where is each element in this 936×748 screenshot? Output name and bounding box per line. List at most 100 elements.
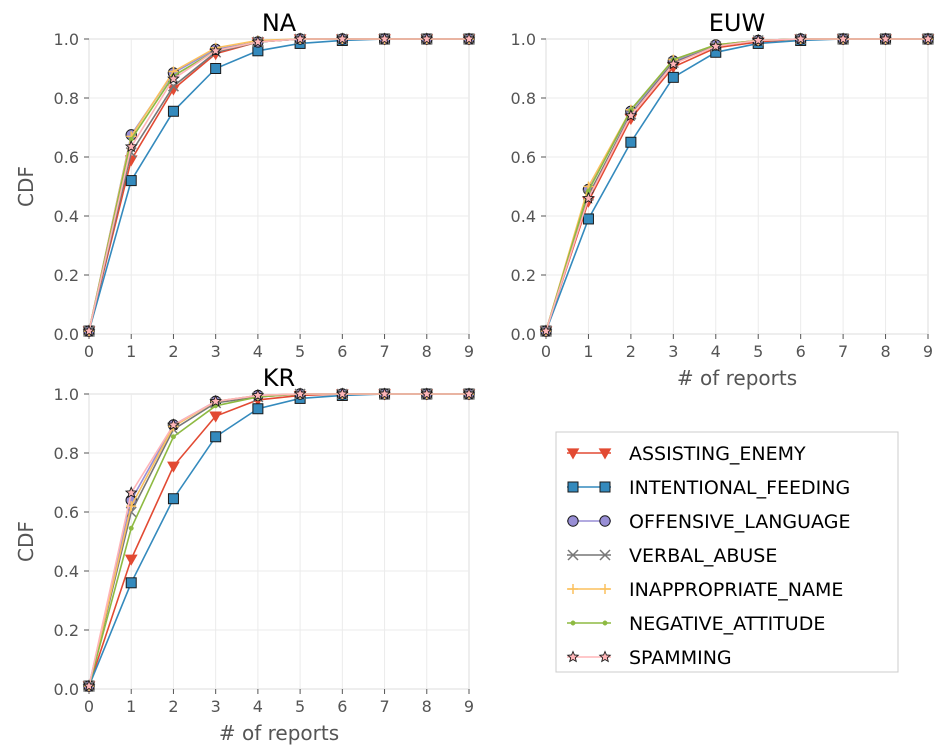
data-point (251, 35, 265, 48)
y-tick-label: 0.6 (54, 503, 79, 522)
x-tick-label: 6 (796, 342, 806, 361)
x-tick-label: 9 (464, 342, 474, 361)
data-point (420, 32, 434, 45)
x-tick-label: 7 (838, 342, 848, 361)
x-tick-label: 0 (84, 342, 94, 361)
x-tick-label: 8 (422, 697, 432, 716)
x-tick-label: 3 (211, 342, 221, 361)
y-tick-label: 0.4 (54, 207, 79, 226)
data-point (209, 394, 223, 407)
legend-entry-assisting-enemy: ASSISTING_ENEMY (566, 443, 806, 465)
y-tick-label: 0.0 (54, 680, 79, 699)
legend-marker-circle-icon (599, 515, 611, 527)
data-point (167, 493, 179, 505)
plot-area (88, 38, 470, 335)
data-point (82, 679, 96, 692)
y-axis-label: CDF (14, 521, 38, 562)
series-spamming (82, 387, 476, 692)
y-tick-label: 0.2 (54, 621, 79, 640)
data-point (125, 577, 137, 589)
legend-marker-circle-icon (567, 515, 579, 527)
x-tick-label: 1 (126, 697, 136, 716)
data-point (128, 525, 134, 531)
data-point (167, 418, 180, 431)
panel-title: NA (262, 9, 297, 37)
x-tick-label: 8 (880, 342, 890, 361)
x-tick-label: 7 (379, 697, 389, 716)
legend-label: INTENTIONAL_FEEDING (629, 477, 850, 499)
data-point (462, 32, 476, 45)
x-tick-label: 2 (168, 697, 178, 716)
data-point (125, 175, 137, 187)
panel-kr: 0 1 2 3 4 5 6 7 8 9 0.0 0.2 0.4 0.6 0.8 1.0 KR CDF # of re… (14, 364, 476, 745)
panel-na: 0 1 2 3 4 5 6 7 8 9 0.0 0.2 0.4 0.6 0.8 1.0 NA CDF (14, 9, 476, 361)
legend-frame (555, 431, 899, 673)
x-tick-label: 5 (753, 342, 763, 361)
legend-label: OFFENSIVE_LANGUAGE (629, 511, 850, 533)
series-line (545, 38, 928, 332)
y-tick-label: 0.4 (54, 562, 79, 581)
x-tick-label: 0 (84, 697, 94, 716)
panel-title: EUW (709, 9, 765, 37)
data-point (210, 63, 222, 74)
legend-marker-square-icon (567, 481, 579, 493)
x-tick-label: 1 (583, 342, 593, 361)
y-tick-label: 1.0 (54, 385, 79, 404)
data-point (539, 324, 553, 337)
x-tick-label: 6 (337, 697, 347, 716)
data-point (251, 388, 265, 401)
legend-marker-plus-icon (568, 584, 578, 594)
data-point (624, 109, 638, 122)
series-line (88, 38, 469, 332)
x-tick-label: 1 (126, 342, 136, 361)
data-point (751, 33, 765, 46)
series-spamming (82, 32, 476, 337)
data-point (335, 387, 349, 400)
data-point (335, 32, 349, 45)
x-tick-label: 4 (253, 342, 263, 361)
data-point (124, 554, 138, 566)
x-tick-label: 9 (923, 342, 933, 361)
data-point (167, 105, 179, 117)
data-point (167, 72, 180, 85)
legend-entry-inappropriate-name: INAPPROPRIATE_NAME (567, 579, 843, 601)
data-point (709, 39, 723, 52)
legend-entry-intentional-feeding: INTENTIONAL_FEEDING (567, 477, 850, 499)
data-point (420, 387, 434, 400)
x-tick-label: 2 (168, 342, 178, 361)
data-point (210, 431, 222, 443)
legend-entry-verbal-abuse: VERBAL_ABUSE (567, 545, 777, 567)
y-tick-label: 0.2 (54, 266, 79, 285)
legend-marker-x-icon (567, 549, 579, 561)
legend-marker-dot-icon (570, 620, 576, 626)
series-line (88, 393, 469, 687)
x-tick-label: 7 (379, 342, 389, 361)
y-tick-label: 1.0 (511, 30, 536, 49)
data-point (879, 32, 892, 45)
data-point (378, 32, 391, 45)
y-tick-label: 0.6 (54, 148, 79, 167)
data-point (625, 136, 637, 148)
legend-label: VERBAL_ABUSE (629, 545, 777, 567)
y-tick-label: 0.8 (511, 89, 536, 108)
gridlines (88, 38, 470, 335)
legend-marker-plus-icon (600, 584, 610, 594)
legend-marker-x-icon (599, 549, 611, 561)
legend-marker-square-icon (599, 481, 611, 493)
y-tick-label: 0.0 (511, 325, 536, 344)
plot-area (545, 38, 929, 335)
series-spamming (539, 32, 935, 337)
data-point (378, 387, 391, 400)
y-axis-label: CDF (14, 166, 38, 207)
data-point (170, 434, 176, 440)
y-tick-label: 0.6 (511, 148, 536, 167)
x-tick-label: 9 (464, 697, 474, 716)
x-tick-label: 3 (668, 342, 678, 361)
data-point (82, 324, 96, 337)
legend-label: SPAMMING (629, 647, 732, 669)
legend-label: ASSISTING_ENEMY (629, 443, 806, 465)
x-tick-label: 4 (253, 697, 263, 716)
legend-label: NEGATIVE_ATTITUDE (629, 613, 825, 635)
legend-entry-offensive-language: OFFENSIVE_LANGUAGE (567, 511, 850, 533)
